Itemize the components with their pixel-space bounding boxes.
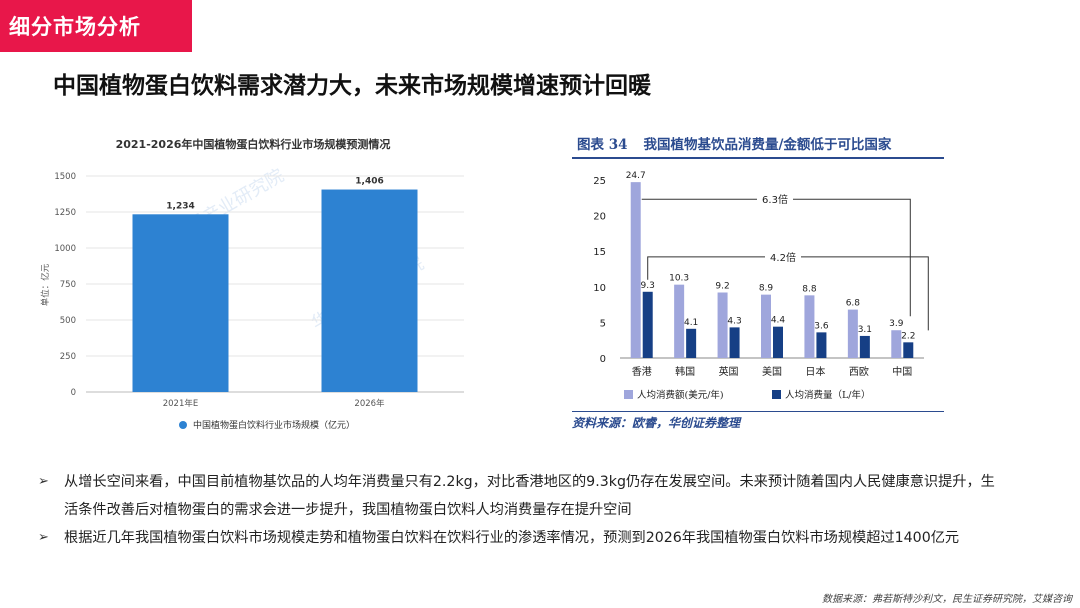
bullet-text: 从增长空间来看，中国目前植物基饮品的人均年消费量只有2.2kg，对比香港地区的9… — [64, 474, 995, 518]
x-tick-label: 中国 — [892, 365, 912, 378]
legend-label: 中国植物蛋白饮料行业市场规模（亿元） — [193, 419, 355, 431]
bar — [321, 189, 418, 392]
market-size-chart-svg: 2021-2026年中国植物蛋白饮料行业市场规模预测情况华经产业研究院华经产业研… — [40, 137, 464, 431]
chart-title: 2021-2026年中国植物蛋白饮料行业市场规模预测情况 — [116, 137, 391, 151]
data-label: 2.2 — [901, 331, 915, 341]
bar — [859, 335, 870, 358]
bar — [674, 284, 685, 358]
bar — [847, 309, 858, 358]
y-tick-label: 500 — [60, 316, 76, 326]
y-axis-label: 单位：亿元 — [40, 263, 51, 306]
figure-title: 图表 34 我国植物基饮品消费量/金额低于可比国家 — [572, 128, 944, 159]
y-tick-label: 1500 — [54, 172, 76, 182]
bullet-item: ➢ 从增长空间来看，中国目前植物基饮品的人均年消费量只有2.2kg，对比香港地区… — [38, 468, 998, 524]
bar — [816, 332, 827, 358]
data-label: 1,406 — [355, 177, 383, 187]
y-tick-label: 0 — [71, 388, 76, 398]
bar — [686, 328, 697, 358]
bar — [132, 214, 229, 392]
bar — [903, 342, 914, 358]
x-tick-label: 2021年E — [163, 398, 199, 409]
legend-label: 人均消费量（L/年） — [785, 389, 871, 401]
x-tick-label: 英国 — [719, 365, 739, 378]
data-label: 4.3 — [727, 316, 741, 326]
figure-source: 资料来源：欧睿，华创证券整理 — [572, 411, 944, 431]
x-tick-label: 韩国 — [675, 365, 695, 378]
consumption-chart-svg: 0 5 10 15 20 25 24.7 9.3 香港 10.3 4.1 韩国 9.2 4.3 英国 8.9 4… — [593, 171, 929, 401]
annotation-ratio: 4.2倍 — [770, 251, 796, 264]
annotation-bracket — [641, 198, 911, 317]
data-label: 8.8 — [802, 284, 817, 294]
figure-number: 图表 34 — [577, 136, 628, 153]
data-label: 24.7 — [626, 171, 646, 181]
x-tick-label: 日本 — [805, 365, 825, 378]
y-tick-label: 750 — [60, 280, 76, 290]
bar — [630, 182, 641, 358]
bullet-item: ➢ 根据近几年我国植物蛋白饮料市场规模走势和植物蛋白饮料在饮料行业的渗透率情况，… — [38, 524, 998, 552]
bar — [773, 326, 783, 358]
legend-marker — [772, 390, 781, 399]
bullet-list: ➢ 从增长空间来看，中国目前植物基饮品的人均年消费量只有2.2kg，对比香港地区… — [38, 468, 998, 552]
data-label: 4.1 — [684, 318, 698, 328]
bar — [717, 292, 728, 358]
bar — [642, 291, 653, 358]
bar — [729, 327, 740, 358]
y-tick-label: 20 — [593, 212, 606, 223]
legend-marker — [624, 390, 633, 399]
annotation-background — [757, 190, 793, 207]
data-label: 6.8 — [846, 299, 861, 309]
data-source-footnote: 数据来源：弗若斯特沙利文，民生证券研究院，艾媒咨询 — [822, 594, 1072, 605]
bar — [804, 295, 815, 358]
figure-caption: 我国植物基饮品消费量/金额低于可比国家 — [643, 136, 892, 153]
data-label: 1,234 — [166, 201, 194, 211]
y-tick-label: 1250 — [54, 208, 76, 218]
x-tick-label: 西欧 — [849, 366, 869, 378]
data-label: 8.9 — [759, 284, 774, 294]
x-tick-label: 美国 — [762, 365, 782, 378]
data-label: 9.3 — [641, 281, 655, 291]
legend-label: 人均消费额(美元/年) — [637, 389, 724, 401]
market-size-chart: 2021-2026年中国植物蛋白饮料行业市场规模预测情况华经产业研究院华经产业研… — [36, 130, 470, 442]
data-label: 4.4 — [771, 316, 786, 326]
y-tick-label: 250 — [60, 352, 76, 362]
data-label: 9.2 — [715, 281, 729, 291]
bullet-arrow-icon: ➢ — [38, 530, 49, 545]
consumption-comparison-chart: 图表 34 我国植物基饮品消费量/金额低于可比国家 0 5 10 15 20 25 24.7… — [572, 128, 944, 434]
y-tick-label: 5 — [600, 318, 606, 329]
data-label: 3.1 — [858, 325, 872, 335]
data-label: 10.3 — [669, 274, 689, 284]
x-tick-label: 2026年 — [354, 398, 385, 409]
y-tick-label: 15 — [593, 247, 606, 258]
x-tick-label: 香港 — [632, 366, 652, 378]
bullet-arrow-icon: ➢ — [38, 474, 49, 489]
annotation-ratio: 6.3倍 — [762, 193, 788, 206]
y-tick-label: 25 — [593, 176, 606, 187]
y-tick-label: 10 — [593, 283, 606, 294]
annotation-background — [765, 247, 801, 264]
bar — [761, 294, 771, 358]
legend-marker — [179, 421, 187, 429]
data-label: 3.6 — [814, 321, 829, 331]
page-headline: 中国植物蛋白饮料需求潜力大，未来市场规模增速预计回暖 — [53, 73, 651, 99]
section-tag: 细分市场分析 — [0, 0, 192, 52]
y-tick-label: 1000 — [54, 244, 76, 254]
bar — [891, 330, 902, 358]
bullet-text: 根据近几年我国植物蛋白饮料市场规模走势和植物蛋白饮料在饮料行业的渗透率情况，预测… — [64, 530, 960, 546]
data-label: 3.9 — [889, 319, 904, 329]
y-tick-label: 0 — [600, 354, 606, 365]
